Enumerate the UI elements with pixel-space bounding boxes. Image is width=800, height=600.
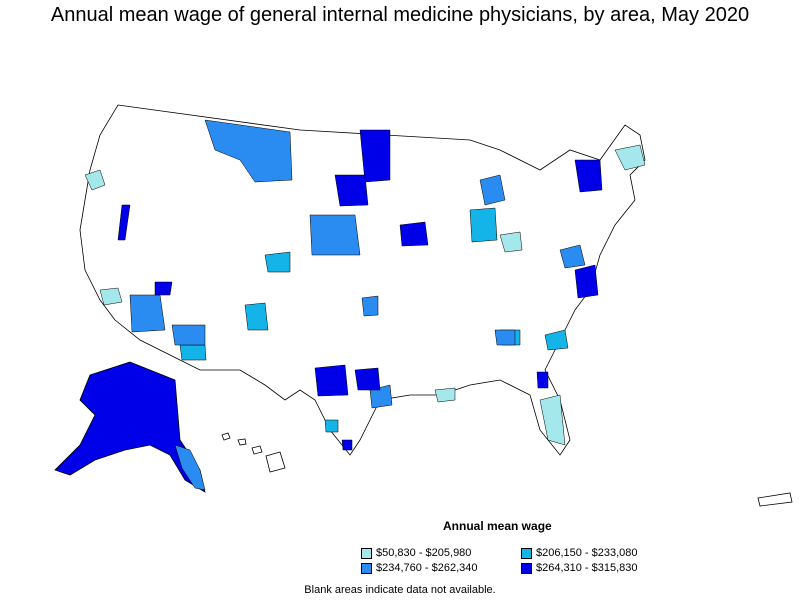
map-regions	[84, 119, 646, 451]
region-new-england	[614, 144, 646, 171]
region-michigan	[479, 174, 506, 206]
us-choropleth-map	[54, 104, 793, 507]
map-title: Annual mean wage of general internal med…	[50, 4, 750, 26]
legend-swatch-2	[521, 547, 532, 559]
region-oklahoma-arkansas	[361, 295, 379, 317]
region-northern-california	[84, 169, 106, 191]
region-montana	[204, 119, 293, 183]
region-texas-east	[369, 384, 393, 409]
region-south-dakota	[334, 174, 369, 207]
region-arizona-south	[179, 344, 207, 361]
hawaii	[221, 432, 286, 473]
no-data-note: Blank areas indicate data not available.	[304, 584, 496, 596]
legend-item-2: $206,150 - $233,080	[521, 546, 638, 560]
legend-label-4: $264,310 - $315,830	[536, 562, 638, 574]
region-nevada-strip	[117, 204, 131, 241]
legend-swatch-3	[361, 562, 372, 574]
region-new-mexico-south	[171, 324, 206, 346]
region-arizona	[129, 294, 166, 333]
legend-title: Annual mean wage	[443, 519, 552, 533]
region-texas-south-tip	[341, 439, 353, 451]
legend-label-2: $206,150 - $233,080	[536, 547, 638, 559]
region-southern-california	[99, 287, 123, 306]
region-utah-south	[154, 281, 173, 296]
region-iowa-wisconsin	[399, 221, 429, 247]
region-texas-west	[314, 364, 349, 397]
legend-label-3: $234,760 - $262,340	[376, 562, 478, 574]
legend-swatch-1	[361, 547, 372, 559]
region-ohio-valley	[499, 231, 523, 253]
alaska-southeast	[174, 444, 206, 491]
legend-item-3: $234,760 - $262,340	[361, 561, 478, 575]
region-nebraska-kansas	[309, 214, 361, 256]
region-carolinas	[544, 329, 569, 351]
legend-label-1: $50,830 - $205,980	[376, 547, 472, 559]
region-texas-south	[324, 419, 339, 433]
region-florida-north	[536, 371, 549, 389]
region-pennsylvania	[559, 244, 586, 269]
region-new-mexico	[244, 302, 269, 331]
region-new-york	[574, 159, 603, 193]
region-illinois	[469, 207, 498, 243]
region-texas-central	[354, 367, 381, 391]
region-virginia	[574, 264, 599, 299]
region-tennessee	[494, 329, 516, 346]
legend-swatch-4	[521, 562, 532, 574]
region-florida	[539, 394, 566, 446]
region-gulf-coast	[434, 387, 456, 403]
region-utah	[264, 251, 291, 273]
alaska	[54, 361, 206, 493]
puerto-rico	[757, 492, 793, 507]
legend-item-1: $50,830 - $205,980	[361, 546, 471, 560]
region-north-dakota	[359, 129, 391, 183]
legend-item-4: $264,310 - $315,830	[521, 561, 638, 575]
